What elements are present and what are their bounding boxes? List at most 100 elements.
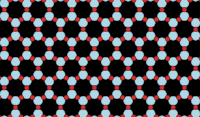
Circle shape <box>188 56 192 61</box>
Circle shape <box>90 12 99 21</box>
Circle shape <box>90 90 99 99</box>
Circle shape <box>75 56 80 61</box>
Circle shape <box>22 12 31 21</box>
Circle shape <box>53 95 57 100</box>
Circle shape <box>154 95 158 100</box>
Circle shape <box>11 109 20 117</box>
Circle shape <box>157 12 166 21</box>
Circle shape <box>146 57 155 66</box>
Circle shape <box>146 18 155 27</box>
Circle shape <box>120 17 125 22</box>
Circle shape <box>0 12 9 21</box>
Circle shape <box>180 90 189 99</box>
Circle shape <box>126 105 130 109</box>
Circle shape <box>47 8 52 12</box>
Circle shape <box>42 76 46 80</box>
Circle shape <box>146 109 155 117</box>
Circle shape <box>191 57 200 66</box>
Circle shape <box>0 116 9 117</box>
Circle shape <box>79 109 88 117</box>
Circle shape <box>79 0 88 1</box>
Circle shape <box>146 96 155 105</box>
Circle shape <box>160 86 164 90</box>
Circle shape <box>165 95 170 100</box>
Circle shape <box>124 0 133 1</box>
Circle shape <box>109 17 113 22</box>
Circle shape <box>101 31 110 40</box>
Circle shape <box>143 0 147 2</box>
Circle shape <box>53 0 57 2</box>
Circle shape <box>98 17 102 22</box>
Circle shape <box>154 115 158 117</box>
Circle shape <box>70 8 74 12</box>
Circle shape <box>135 12 144 21</box>
Circle shape <box>137 86 142 90</box>
Circle shape <box>30 76 35 80</box>
Circle shape <box>143 56 147 61</box>
Circle shape <box>53 17 57 22</box>
Circle shape <box>67 0 76 8</box>
Circle shape <box>101 0 110 1</box>
Circle shape <box>148 66 153 70</box>
Circle shape <box>58 66 63 70</box>
Circle shape <box>193 105 198 109</box>
Circle shape <box>92 8 97 12</box>
Circle shape <box>199 0 200 2</box>
Circle shape <box>19 0 23 2</box>
Circle shape <box>87 56 91 61</box>
Circle shape <box>188 76 192 80</box>
Circle shape <box>0 77 9 86</box>
Circle shape <box>19 76 23 80</box>
Circle shape <box>45 116 54 117</box>
Circle shape <box>90 116 99 117</box>
Circle shape <box>101 57 110 66</box>
Circle shape <box>124 57 133 66</box>
Circle shape <box>132 115 136 117</box>
Circle shape <box>90 38 99 47</box>
Circle shape <box>0 17 1 22</box>
Circle shape <box>79 31 88 40</box>
Circle shape <box>112 51 121 60</box>
Circle shape <box>34 0 43 1</box>
Circle shape <box>90 0 99 8</box>
Circle shape <box>98 115 102 117</box>
Circle shape <box>199 95 200 100</box>
Circle shape <box>182 86 187 90</box>
Circle shape <box>75 76 80 80</box>
Circle shape <box>53 76 57 80</box>
Circle shape <box>53 115 57 117</box>
Circle shape <box>75 0 80 2</box>
Circle shape <box>182 47 187 51</box>
Circle shape <box>42 37 46 41</box>
Circle shape <box>135 38 144 47</box>
Circle shape <box>132 0 136 2</box>
Circle shape <box>79 96 88 105</box>
Circle shape <box>165 0 170 2</box>
Circle shape <box>180 116 189 117</box>
Circle shape <box>109 95 113 100</box>
Circle shape <box>45 51 54 60</box>
Circle shape <box>177 17 181 22</box>
Circle shape <box>19 115 23 117</box>
Circle shape <box>124 31 133 40</box>
Circle shape <box>11 70 20 79</box>
Circle shape <box>2 47 7 51</box>
Circle shape <box>154 76 158 80</box>
Circle shape <box>0 90 9 99</box>
Circle shape <box>42 95 46 100</box>
Circle shape <box>135 90 144 99</box>
Circle shape <box>8 37 12 41</box>
Circle shape <box>148 27 153 31</box>
Circle shape <box>157 38 166 47</box>
Circle shape <box>34 18 43 27</box>
Circle shape <box>67 90 76 99</box>
Circle shape <box>34 70 43 79</box>
Circle shape <box>137 8 142 12</box>
Circle shape <box>169 18 178 27</box>
Circle shape <box>148 105 153 109</box>
Circle shape <box>45 77 54 86</box>
Circle shape <box>154 56 158 61</box>
Circle shape <box>34 96 43 105</box>
Circle shape <box>75 95 80 100</box>
Circle shape <box>42 56 46 61</box>
